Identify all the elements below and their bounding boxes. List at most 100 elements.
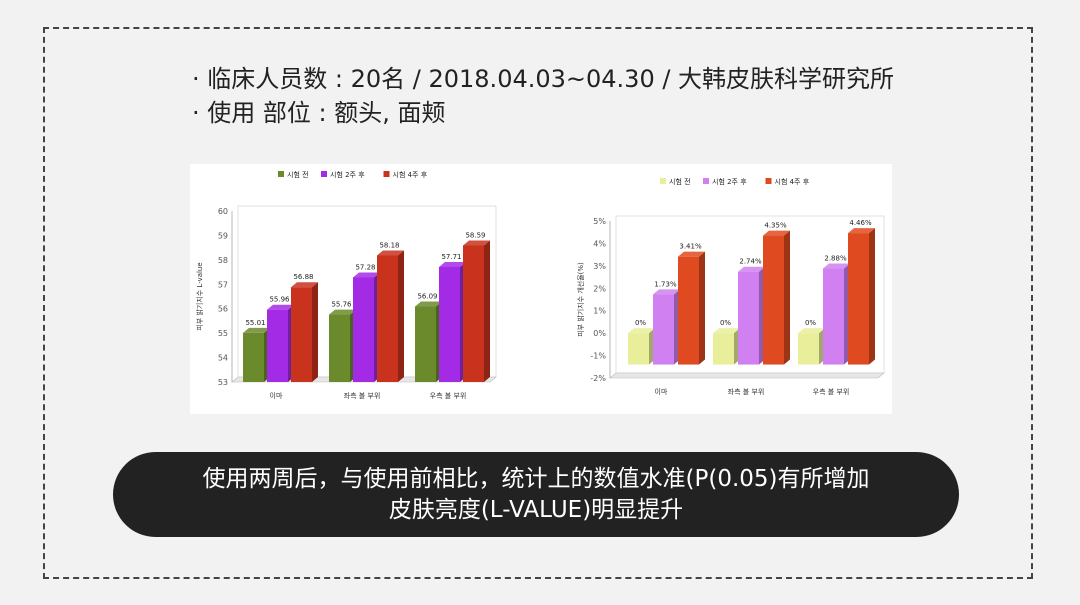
- chart1-legend-swatch: [321, 171, 327, 177]
- chart2-bar-side: [869, 228, 875, 365]
- chart2-bar-top: [848, 228, 875, 234]
- chart1-bar: [377, 255, 398, 382]
- chart2-data-label: 4.46%: [849, 219, 872, 227]
- chart1-xtick: 좌측 볼 부위: [344, 391, 381, 400]
- chart1-ytick: 60: [218, 207, 228, 216]
- chart1-xtick: 우측 볼 부위: [430, 391, 467, 400]
- banner-line-2: 皮肤亮度(L-VALUE)明显提升: [388, 496, 684, 523]
- chart1-bar-top: [353, 272, 380, 278]
- chart2-data-label: 3.41%: [679, 243, 702, 251]
- chart-panel: 53 54 55 56 57 58 59 60 피부 밝기지수 L-value 시험 전 시험 2주…: [190, 164, 892, 414]
- chart1-ytick: 58: [218, 256, 228, 265]
- chart2-ytick: 2%: [593, 284, 606, 293]
- chart2-bar: [653, 294, 674, 365]
- chart1-data-label: 56.09: [417, 293, 437, 301]
- chart2-ylabel: 피부 밝기지수 개선율(%): [576, 262, 585, 337]
- chart1-legend-label: 시험 4주 후: [393, 171, 428, 179]
- chart1-data-label: 57.28: [355, 263, 375, 271]
- chart1-bar-side: [398, 250, 404, 382]
- chart2-bar-top: [798, 328, 825, 334]
- chart1-legend-label: 시험 전: [287, 170, 309, 179]
- info-line-area: · 使用 部位 : 额头, 面颊: [192, 99, 446, 127]
- chart2-bar-top: [653, 289, 680, 295]
- chart2-xtick: 좌측 볼 부위: [728, 387, 765, 396]
- chart2-data-label: 0%: [720, 319, 731, 327]
- chart1-legend-swatch: [278, 171, 284, 177]
- chart1-ytick: 54: [218, 354, 228, 363]
- chart1-bar-top: [291, 282, 318, 288]
- chart1-bar-top: [377, 250, 404, 256]
- chart2-bar-top: [823, 263, 850, 269]
- chart1-ytick: 56: [218, 305, 228, 314]
- chart2-data-label: 1.73%: [654, 280, 677, 288]
- chart1-legend-label: 시험 2주 후: [330, 171, 365, 179]
- chart1-bar: [291, 287, 312, 382]
- chart1-bar-top: [329, 309, 356, 315]
- chart1-bar: [267, 309, 288, 382]
- chart2-bar: [628, 333, 649, 365]
- chart1-bar: [353, 277, 374, 382]
- chart2-data-label: 0%: [805, 319, 816, 327]
- result-banner: 使用两周后，与使用前相比，统计上的数值水准(P(0.05)有所增加 皮肤亮度(L…: [113, 452, 959, 537]
- chart1-bar-side: [312, 282, 318, 382]
- chart1-bar: [415, 306, 436, 382]
- chart2-legend-label: 시험 4주 후: [775, 178, 810, 186]
- chart2-bar-side: [699, 251, 705, 365]
- chart1-ytick: 55: [218, 329, 228, 338]
- study-info: · 临床人员数 : 20名 / 2018.04.03~04.30 / 大韩皮肤科…: [192, 62, 894, 130]
- chart2-ytick: 3%: [593, 262, 606, 271]
- info-line-subjects: · 临床人员数 : 20名 / 2018.04.03~04.30 / 大韩皮肤科…: [192, 65, 895, 93]
- chart2-legend-label: 시험 전: [669, 177, 691, 186]
- chart2-data-label: 4.35%: [764, 222, 787, 230]
- chart2-bar-top: [738, 266, 765, 272]
- chart2-ytick: 0%: [593, 329, 606, 338]
- chart2-data-label: 2.74%: [739, 258, 762, 266]
- chart2-bar-top: [713, 328, 740, 334]
- chart2-bar-top: [763, 230, 790, 236]
- chart1-data-label: 55.01: [245, 319, 265, 327]
- chart1-bar-top: [415, 301, 442, 307]
- chart1-bar-side: [484, 240, 490, 382]
- chart1-bar-top: [267, 304, 294, 310]
- chart2-legend-label: 시험 2주 후: [712, 178, 747, 186]
- chart1-data-label: 55.76: [331, 301, 352, 309]
- chart2-bar: [678, 256, 699, 365]
- chart1-bar-top: [243, 327, 270, 333]
- chart2-bar-side: [784, 230, 790, 365]
- chart1-bar: [463, 245, 484, 382]
- chart1-bar: [243, 332, 264, 382]
- chart2-data-label: 0%: [635, 319, 646, 327]
- chart2-xtick: 우측 볼 부위: [813, 387, 850, 396]
- chart1-bar: [439, 266, 460, 382]
- chart1-ylabel: 피부 밝기지수 L-value: [195, 262, 204, 330]
- chart1-ytick: 53: [218, 378, 228, 387]
- chart2-legend-swatch: [765, 178, 772, 184]
- chart2-xtick: 이마: [655, 387, 668, 396]
- chart2-bar: [848, 233, 869, 365]
- chart1-bar-top: [463, 240, 490, 246]
- chart2-bar-top: [628, 328, 655, 334]
- chart2-bar-top: [678, 251, 705, 257]
- banner-line-1: 使用两周后，与使用前相比，统计上的数值水准(P(0.05)有所增加: [202, 465, 870, 492]
- chart2-ytick: -1%: [590, 352, 606, 361]
- chart1-data-label: 57.71: [441, 253, 461, 261]
- chart1-data-label: 58.18: [379, 241, 399, 249]
- chart2-bar: [823, 268, 844, 365]
- chart2-legend-swatch: [660, 178, 666, 184]
- chart1-data-label: 56.88: [293, 273, 313, 281]
- chart2-ytick: 4%: [593, 239, 606, 248]
- chart2-ytick: 5%: [593, 217, 606, 226]
- chart1-legend-swatch: [383, 171, 390, 177]
- chart2-floor: [609, 372, 885, 379]
- chart1-ytick: 59: [218, 231, 228, 240]
- chart2-data-label: 2.88%: [824, 255, 847, 263]
- chart2-ytick: -2%: [590, 374, 606, 383]
- chart2-bar: [738, 271, 759, 365]
- chart1-bar: [329, 314, 350, 382]
- chart2-ytick: 1%: [593, 307, 606, 316]
- chart2-legend-swatch: [703, 178, 709, 184]
- chart2-bar: [763, 235, 784, 365]
- chart1-data-label: 55.96: [269, 296, 290, 304]
- dashed-frame: [43, 27, 1033, 579]
